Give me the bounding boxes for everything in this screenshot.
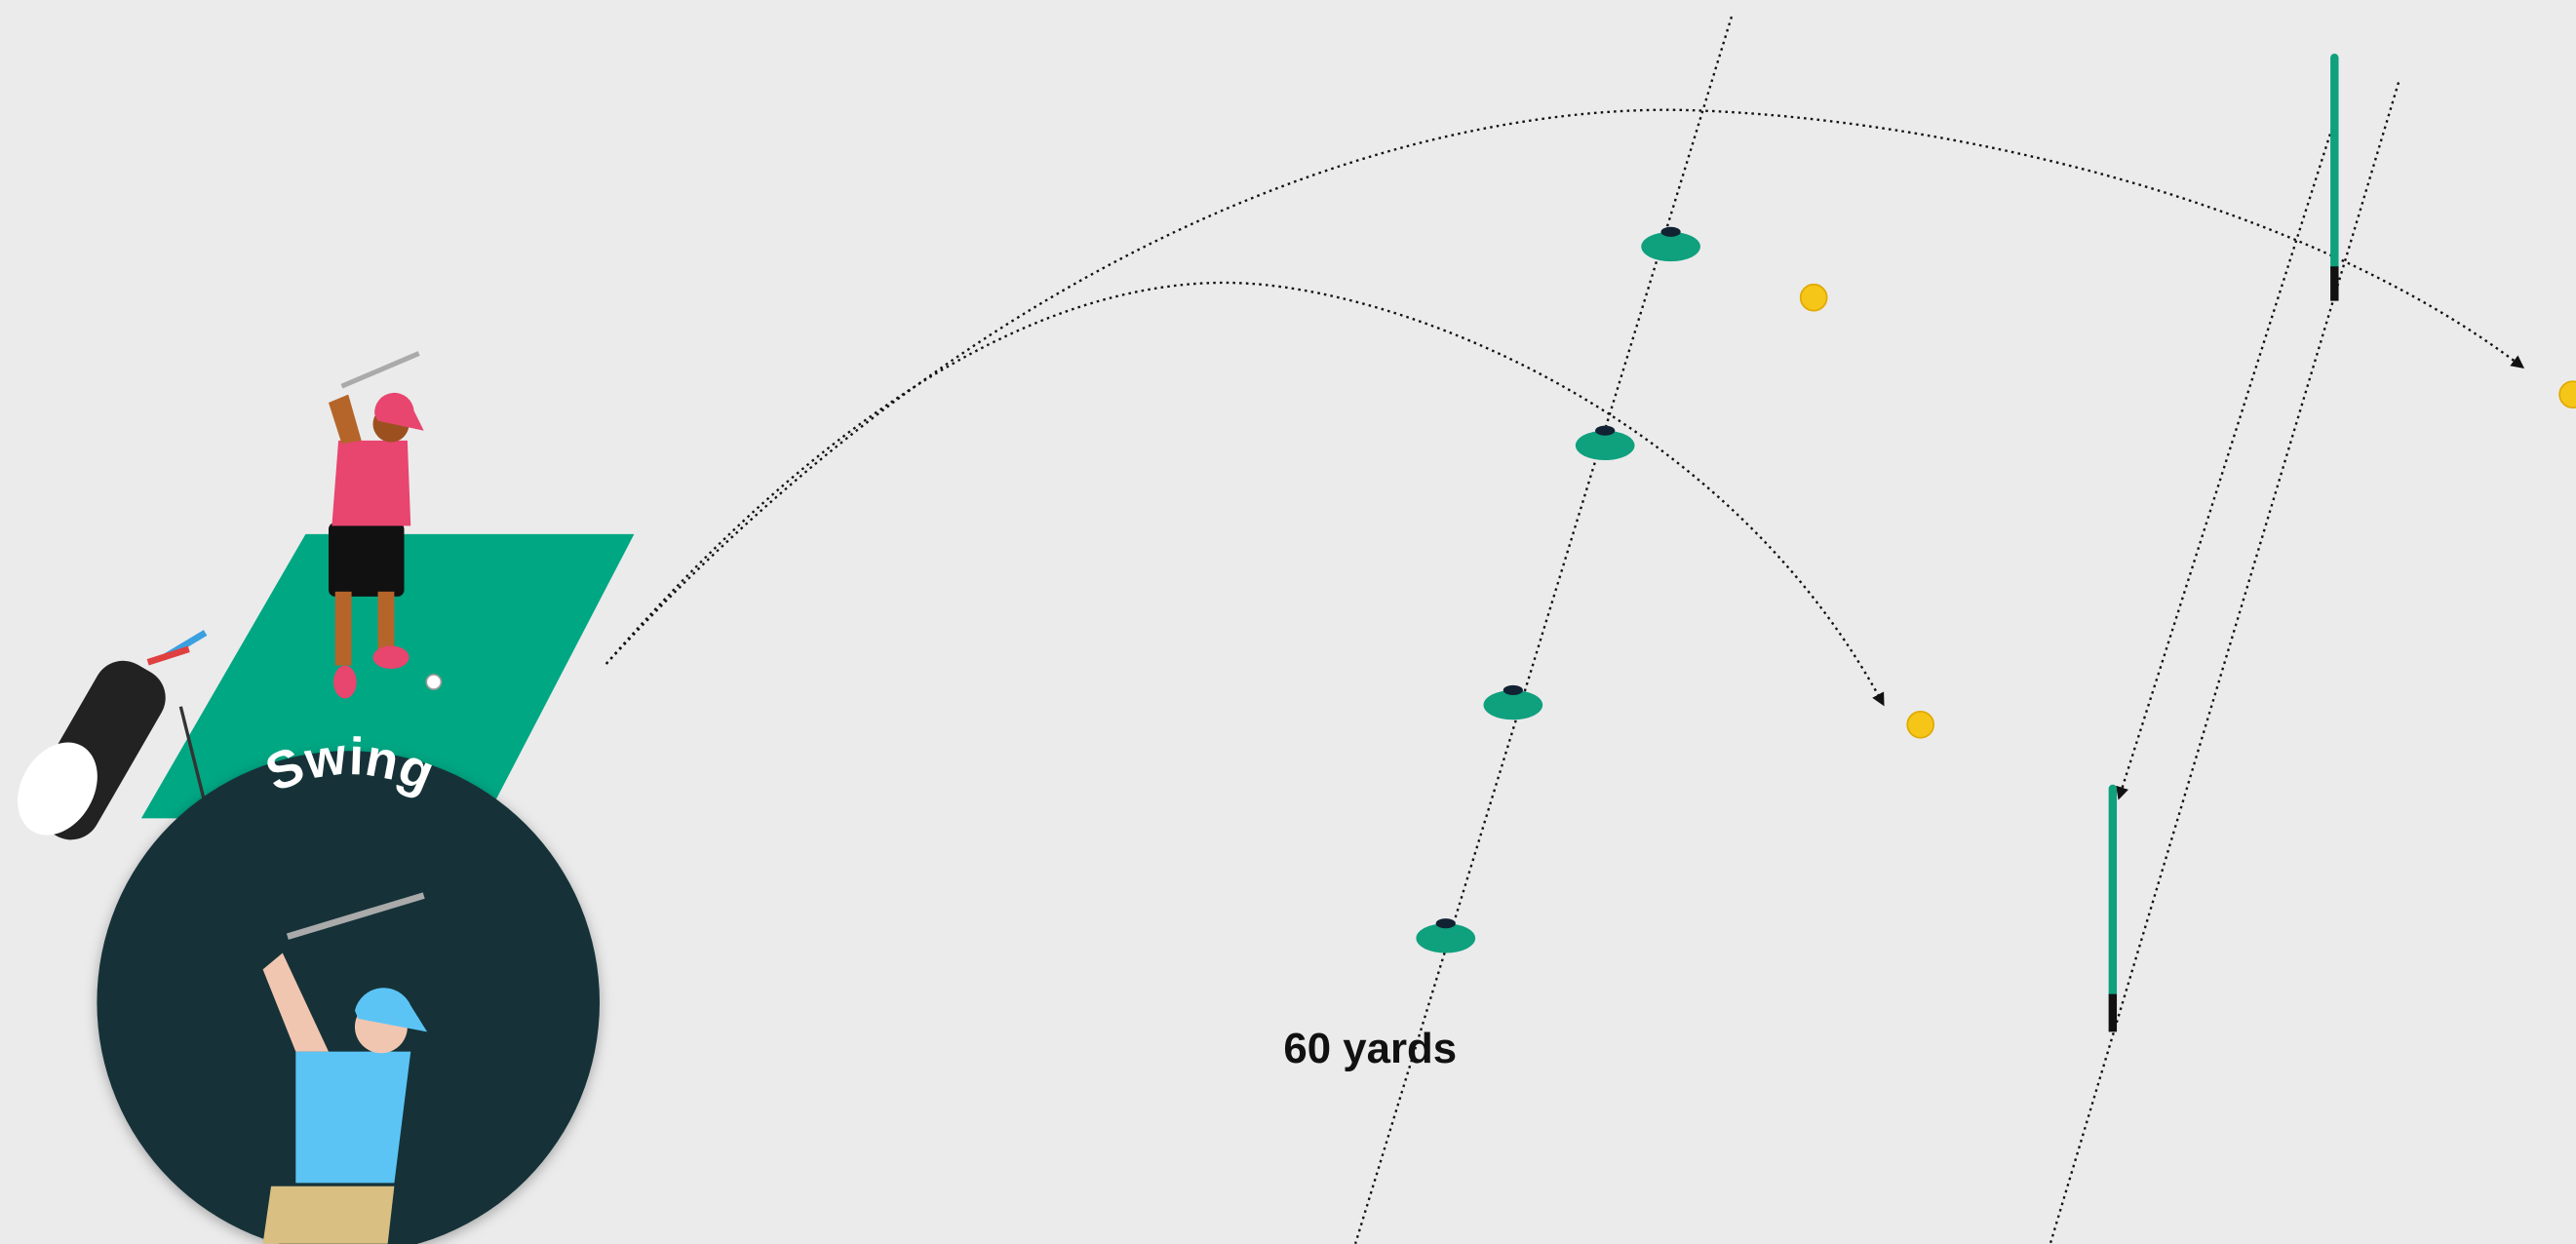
golf-balls	[1799, 283, 2576, 739]
golfer	[328, 351, 443, 699]
button-golfer	[262, 892, 428, 1244]
ball-trajectory	[605, 281, 1885, 707]
golf-bag	[18, 630, 208, 840]
distance-label: 60 yards	[1283, 1025, 1457, 1072]
distance-line	[2049, 82, 2400, 1244]
swing-button-bg[interactable]	[97, 751, 600, 1244]
tee-mat	[140, 533, 635, 819]
cones	[1416, 226, 1700, 953]
swing-button[interactable]: Swing	[97, 726, 600, 1244]
poles	[2108, 54, 2339, 1032]
distance-line	[2116, 114, 2338, 800]
